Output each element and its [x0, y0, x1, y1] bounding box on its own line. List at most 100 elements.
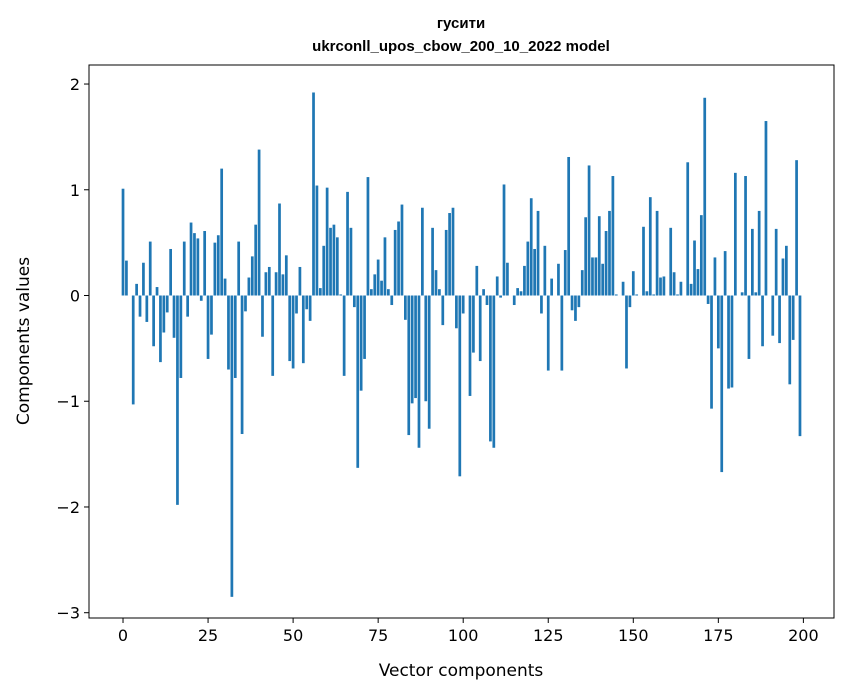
- bar-166: [686, 162, 690, 296]
- bar-158: [659, 277, 662, 296]
- bar-21: [193, 233, 196, 296]
- bar-43: [267, 266, 271, 296]
- bar-35: [240, 295, 244, 435]
- bar-124: [543, 245, 547, 296]
- bar-111: [499, 295, 502, 298]
- bar-163: [676, 294, 679, 296]
- bar-47: [281, 274, 285, 296]
- bar-62: [332, 224, 336, 296]
- bar-74: [373, 274, 377, 296]
- bar-102: [468, 295, 472, 396]
- bar-87: [417, 295, 421, 448]
- bar-151: [635, 294, 639, 296]
- bar-153: [642, 226, 645, 296]
- bar-135: [580, 270, 584, 296]
- chart-title-line-2: ukrconll_upos_cbow_200_10_2022 model: [312, 38, 610, 55]
- bar-138: [591, 257, 594, 296]
- bar-106: [482, 289, 485, 296]
- bar-77: [383, 237, 387, 296]
- bar-51: [295, 295, 298, 314]
- y-tick-label: −3: [56, 604, 80, 623]
- chart-title-line-1: гусити: [437, 15, 485, 32]
- bar-126: [550, 278, 554, 296]
- y-tick-label: −1: [56, 392, 80, 411]
- bar-39: [254, 224, 258, 296]
- bar-14: [169, 248, 172, 296]
- bar-23: [199, 295, 203, 301]
- bar-56: [312, 92, 315, 296]
- x-tick-label: 0: [118, 626, 128, 645]
- bar-169: [696, 269, 700, 296]
- bar-82: [400, 204, 404, 296]
- bar-178: [727, 295, 730, 389]
- bar-36: [244, 295, 247, 312]
- bar-8: [148, 241, 152, 296]
- bar-57: [315, 185, 319, 296]
- bar-195: [785, 245, 788, 296]
- bar-147: [621, 281, 625, 296]
- bar-94: [441, 295, 445, 326]
- bar-131: [567, 156, 571, 296]
- bar-100: [461, 295, 465, 314]
- bar-series: [121, 92, 802, 597]
- bar-25: [206, 295, 210, 359]
- bar-144: [611, 176, 615, 296]
- bar-171: [703, 97, 707, 296]
- bar-29: [220, 168, 224, 296]
- bar-194: [781, 258, 785, 296]
- y-axis-ticks: −3 −2 −1 0 1 2: [56, 75, 89, 623]
- bar-173: [710, 295, 713, 409]
- x-tick-label: 100: [448, 626, 479, 645]
- bar-78: [387, 289, 390, 296]
- bar-104: [475, 265, 479, 296]
- bar-20: [189, 222, 193, 296]
- bar-180: [733, 172, 737, 296]
- bar-199: [798, 295, 802, 437]
- bar-132: [570, 295, 574, 311]
- bar-89: [424, 295, 428, 402]
- bar-27: [213, 242, 217, 296]
- bar-130: [563, 250, 567, 296]
- y-tick-label: −2: [56, 498, 80, 517]
- bar-70: [359, 295, 363, 391]
- bar-42: [264, 272, 268, 296]
- bar-177: [723, 251, 727, 296]
- bar-139: [594, 257, 598, 296]
- bar-64: [339, 294, 343, 296]
- bar-34: [237, 241, 241, 296]
- bar-121: [533, 248, 536, 296]
- bar-193: [778, 295, 781, 344]
- bar-5: [138, 295, 142, 317]
- bar-175: [716, 295, 720, 349]
- bar-115: [512, 295, 516, 306]
- bar-98: [455, 295, 458, 329]
- bar-185: [751, 228, 754, 296]
- bar-10: [155, 287, 159, 296]
- bar-136: [584, 217, 588, 296]
- bar-112: [502, 184, 506, 296]
- bar-143: [608, 210, 611, 296]
- bar-12: [162, 295, 166, 333]
- bar-65: [342, 295, 346, 376]
- bar-188: [761, 295, 764, 347]
- bar-53: [301, 295, 305, 364]
- bar-86: [414, 295, 417, 399]
- bar-179: [730, 295, 734, 388]
- bar-3: [131, 295, 135, 405]
- bar-13: [165, 295, 169, 313]
- bar-52: [298, 266, 302, 296]
- bar-49: [288, 295, 292, 362]
- bar-159: [662, 276, 666, 296]
- bar-41: [261, 295, 264, 337]
- x-tick-label: 75: [368, 626, 388, 645]
- bar-148: [625, 295, 628, 369]
- bar-120: [529, 198, 533, 296]
- y-tick-label: 2: [70, 75, 80, 94]
- bar-63: [335, 237, 339, 296]
- bar-145: [614, 294, 618, 296]
- bar-4: [135, 283, 138, 296]
- y-tick-label: 0: [70, 287, 80, 306]
- bar-90: [427, 295, 431, 429]
- bar-196: [788, 295, 792, 385]
- bar-45: [274, 272, 278, 296]
